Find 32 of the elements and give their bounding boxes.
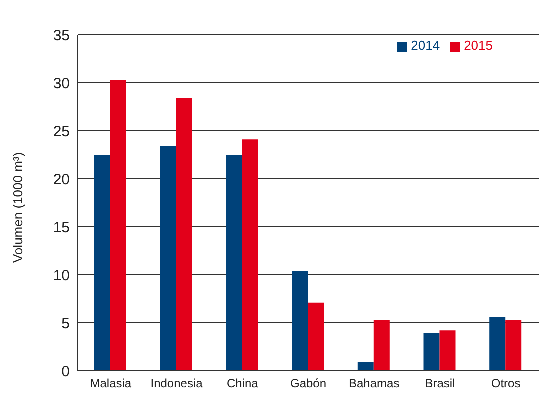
x-tick-label: Gabón <box>290 376 327 391</box>
y-tick-label: 20 <box>53 171 70 188</box>
y-tick-label: 25 <box>53 123 70 140</box>
bar <box>242 140 258 371</box>
x-tick-label: Brasil <box>425 376 456 391</box>
bar <box>490 317 506 371</box>
y-tick-label: 35 <box>53 27 70 44</box>
bar <box>506 320 522 371</box>
legend-label: 2015 <box>464 38 493 53</box>
y-tick-label: 5 <box>62 315 70 332</box>
x-tick-label: Indonesia <box>150 376 204 391</box>
bar <box>94 155 110 371</box>
y-tick-label: 10 <box>53 267 70 284</box>
bar <box>358 362 374 371</box>
bar <box>176 98 192 371</box>
y-axis-title: Volumen (1000 m³) <box>10 152 26 263</box>
bar <box>308 302 324 371</box>
y-tick-label: 30 <box>53 75 70 92</box>
bar <box>374 320 390 371</box>
x-tick-label: Otros <box>491 376 521 391</box>
legend-label: 2014 <box>411 38 440 53</box>
x-tick-label: Malasia <box>90 376 132 391</box>
y-tick-label: 15 <box>53 219 70 236</box>
bar <box>160 146 176 371</box>
bar <box>226 155 242 371</box>
y-tick-label: 0 <box>62 363 70 380</box>
bar <box>110 80 126 371</box>
x-tick-label: China <box>226 376 259 391</box>
x-tick-label: Bahamas <box>349 376 400 391</box>
bar <box>440 330 456 371</box>
bar <box>292 271 308 371</box>
bar <box>424 334 440 371</box>
